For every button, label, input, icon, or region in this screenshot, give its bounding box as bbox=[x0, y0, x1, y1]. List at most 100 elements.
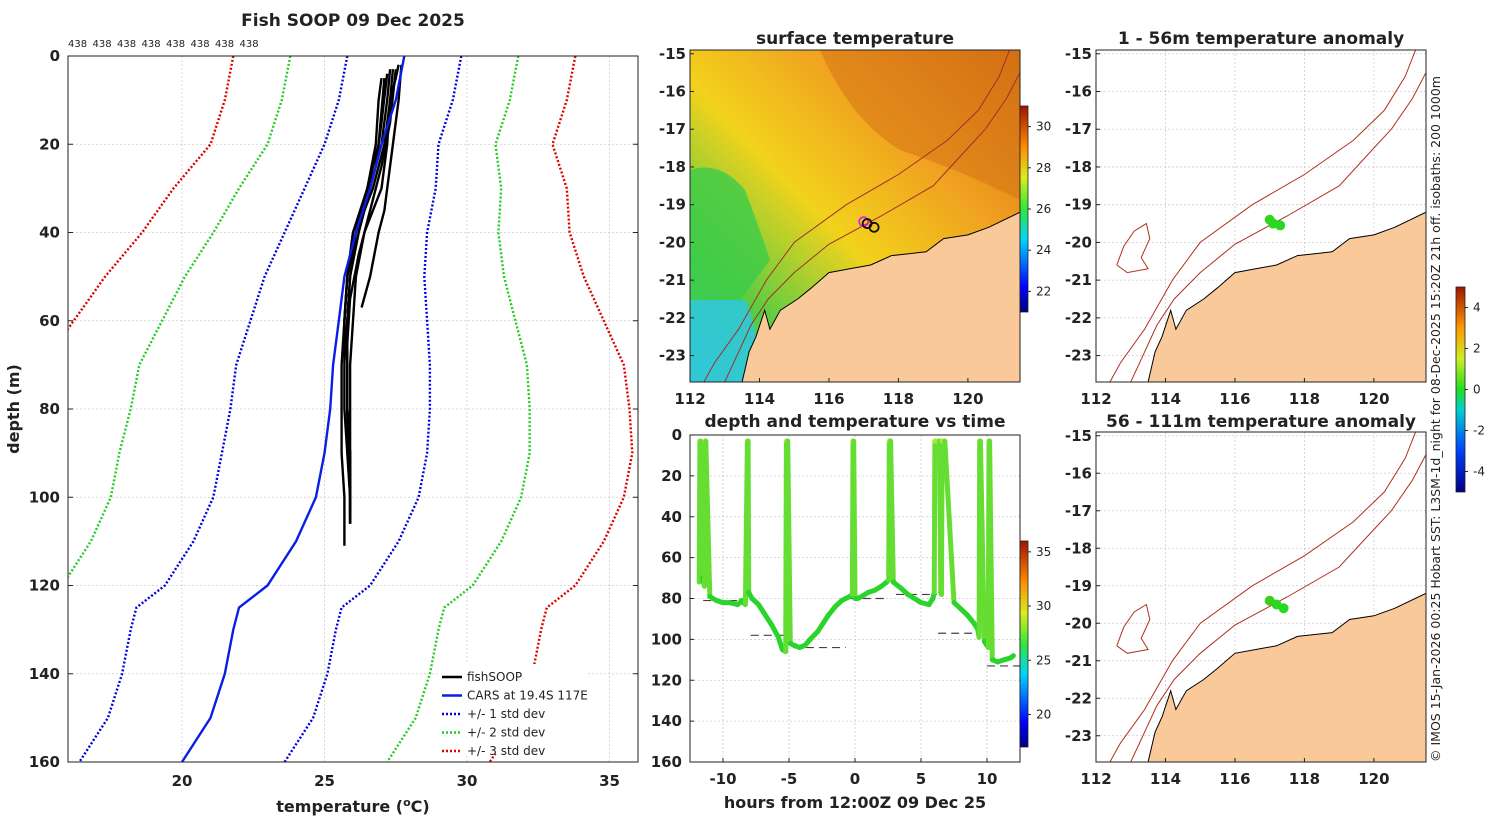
cast-markers bbox=[858, 216, 880, 233]
map-y-tick-label: -19 bbox=[1065, 196, 1092, 214]
anomaly-point bbox=[1275, 220, 1286, 231]
std-1-line-high bbox=[283, 56, 463, 762]
map-y-tick-label: -15 bbox=[659, 45, 686, 63]
anomaly-colorbar-label: -4 bbox=[1473, 465, 1485, 479]
profile-ylabel: depth (m) bbox=[4, 364, 23, 454]
sst-colorbar-label: 28 bbox=[1036, 161, 1051, 175]
map-y-tick-label: -17 bbox=[659, 120, 686, 138]
depth-track-segment bbox=[931, 438, 938, 595]
depth-track-segment bbox=[1008, 653, 1016, 661]
map-y-tick-label: -19 bbox=[659, 196, 686, 214]
cast-count-label: 438 bbox=[240, 39, 259, 50]
map-y-tick-label: -15 bbox=[1065, 427, 1092, 445]
timeseries-data bbox=[696, 438, 1020, 667]
std-1-line-low bbox=[78, 56, 349, 762]
map-x-tick-label: 114 bbox=[1150, 390, 1181, 408]
anomaly-deep-isobath-1000 bbox=[1109, 432, 1417, 762]
map-y-tick-label: -18 bbox=[1065, 539, 1092, 557]
cars-mean-line bbox=[180, 56, 406, 762]
map-x-tick-label: 116 bbox=[1219, 770, 1250, 788]
sst-colorbar-label: 22 bbox=[1036, 284, 1051, 298]
temp-colorbar-ticks: 20 25 30 35 bbox=[1028, 545, 1051, 721]
cast-count-label: 438 bbox=[191, 39, 210, 50]
isobath-200 bbox=[724, 72, 1020, 382]
ts-y-tick-label: 140 bbox=[651, 712, 682, 730]
sst-colorbar-label: 30 bbox=[1036, 120, 1051, 134]
ts-x-tick-label: 10 bbox=[977, 770, 998, 788]
map-x-tick-label: 116 bbox=[813, 390, 844, 408]
cast-count-label: 438 bbox=[117, 39, 136, 50]
anomaly-deep-box bbox=[1095, 431, 1427, 763]
cast-count-label: 438 bbox=[93, 39, 112, 50]
anomaly-colorbar bbox=[1455, 286, 1466, 493]
ts-y-tick-label: 40 bbox=[661, 508, 682, 526]
fishsoop-cast bbox=[360, 64, 403, 308]
map-y-tick-label: -15 bbox=[1065, 45, 1092, 63]
anomaly-deep-isobath-200 bbox=[1130, 454, 1426, 762]
map-y-tick-label: -23 bbox=[1065, 347, 1092, 365]
map-x-tick-label: 118 bbox=[883, 390, 914, 408]
isobath-1000 bbox=[703, 50, 1011, 382]
map-y-tick-label: -18 bbox=[659, 158, 686, 176]
map-y-tick-label: -18 bbox=[1065, 158, 1092, 176]
anomaly-shallow-land bbox=[1147, 211, 1426, 382]
ts-x-tick-label: 0 bbox=[850, 770, 860, 788]
anomaly-deep-ticks: 112 114 116 118 120 -15 -16 -17 -18 -19 -20 -21 -22 -… bbox=[1065, 427, 1390, 788]
depth-track-segment bbox=[745, 438, 752, 595]
map-y-tick-label: -17 bbox=[1065, 120, 1092, 138]
profile-panel: Fish SOOP 09 Dec 2025 438 438 438 438 438 438… bbox=[4, 11, 639, 816]
timeseries-xlabel: hours from 12:00Z 09 Dec 25 bbox=[724, 793, 986, 812]
map-x-tick-label: 120 bbox=[1358, 390, 1389, 408]
timeseries-panel: depth and temperature vs time -10 -5 0 5 100… bbox=[651, 412, 1052, 812]
y-tick-label: 140 bbox=[29, 665, 60, 683]
anomaly-shallow-points bbox=[1264, 214, 1286, 231]
map-y-tick-label: -16 bbox=[659, 83, 686, 101]
map-y-tick-label: -16 bbox=[1065, 83, 1092, 101]
anomaly-colorbar-label: 2 bbox=[1473, 342, 1481, 356]
map-y-tick-label: -20 bbox=[1065, 233, 1092, 251]
depth-track-segment bbox=[942, 438, 957, 606]
profile-lines bbox=[68, 56, 634, 762]
map-x-tick-label: 120 bbox=[952, 390, 983, 408]
ts-x-tick-label: -10 bbox=[709, 770, 736, 788]
temp-colorbar-label: 25 bbox=[1036, 653, 1051, 667]
anomaly-colorbar-ticks: -4 -2 0 2 4 bbox=[1465, 301, 1485, 479]
profile-ticks: 20 25 30 35 0 20 40 60 80 100 120 140 160 bbox=[29, 47, 638, 790]
temp-colorbar-label: 30 bbox=[1036, 599, 1051, 613]
map-x-tick-label: 112 bbox=[1080, 770, 1111, 788]
depth-track-segment bbox=[987, 438, 995, 663]
cast-count-label: 438 bbox=[68, 39, 87, 50]
legend-label: fishSOOP bbox=[467, 670, 522, 684]
anomaly-deep-map bbox=[1109, 432, 1426, 762]
y-tick-label: 60 bbox=[39, 312, 60, 330]
anomaly-colorbar-label: 4 bbox=[1473, 301, 1481, 315]
temp-colorbar-label: 20 bbox=[1036, 707, 1051, 721]
y-tick-label: 20 bbox=[39, 135, 60, 153]
map-y-tick-label: -23 bbox=[1065, 727, 1092, 745]
map-y-tick-label: -19 bbox=[1065, 577, 1092, 595]
temp-colorbar-label: 35 bbox=[1036, 545, 1051, 559]
profile-title: Fish SOOP 09 Dec 2025 bbox=[241, 11, 465, 31]
cast-count-label: 438 bbox=[166, 39, 185, 50]
fishsoop-cast bbox=[346, 69, 397, 524]
std-2-line-high bbox=[386, 56, 531, 762]
profile-legend: fishSOOP CARS at 19.4S 117E +/- 1 std dev +… bbox=[437, 664, 588, 758]
anomaly-shallow-plateau bbox=[1116, 222, 1151, 274]
map-x-tick-label: 120 bbox=[1358, 770, 1389, 788]
map-y-tick-label: -21 bbox=[1065, 271, 1092, 289]
cast-count-label: 438 bbox=[142, 39, 161, 50]
surface-map-title: surface temperature bbox=[756, 29, 954, 49]
map-x-tick-label: 112 bbox=[674, 390, 705, 408]
profile-grid bbox=[68, 55, 638, 763]
x-tick-label: 25 bbox=[314, 772, 335, 790]
ts-y-tick-label: 20 bbox=[661, 467, 682, 485]
sst-patch-west bbox=[690, 167, 770, 300]
sst-colorbar-label: 24 bbox=[1036, 243, 1051, 257]
map-y-tick-label: -21 bbox=[659, 271, 686, 289]
x-tick-label: 30 bbox=[457, 772, 478, 790]
surface-map-ticks: 112 114 116 118 120 -15 -16 -17 -18 -19 -20 -21 -22 -… bbox=[659, 45, 984, 408]
ts-y-tick-label: 80 bbox=[661, 590, 682, 608]
ts-y-tick-label: 160 bbox=[651, 753, 682, 771]
